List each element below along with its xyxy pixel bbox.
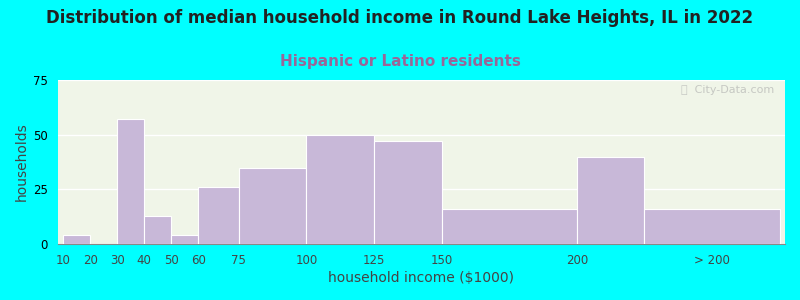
Text: Distribution of median household income in Round Lake Heights, IL in 2022: Distribution of median household income … [46,9,754,27]
Bar [306,135,374,244]
Bar [577,157,645,244]
X-axis label: household income ($1000): household income ($1000) [328,271,514,285]
Text: ⓘ  City-Data.com: ⓘ City-Data.com [681,85,774,95]
Bar [144,216,171,244]
Bar [645,209,779,244]
Bar [239,167,306,244]
Bar [442,209,577,244]
Y-axis label: households: households [15,123,29,201]
Text: Hispanic or Latino residents: Hispanic or Latino residents [279,54,521,69]
Bar [374,141,442,244]
Bar [63,236,90,244]
Bar [118,119,144,244]
Bar [198,187,239,244]
Bar [171,236,198,244]
